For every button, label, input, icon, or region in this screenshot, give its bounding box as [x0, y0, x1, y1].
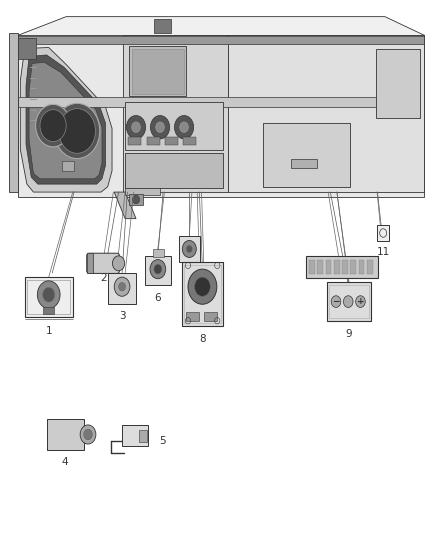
Bar — [179, 236, 200, 262]
Bar — [377, 225, 389, 241]
Text: 3: 3 — [119, 311, 125, 321]
Circle shape — [331, 296, 341, 308]
Bar — [204, 312, 217, 321]
Text: 1: 1 — [46, 326, 52, 335]
Bar — [342, 260, 348, 274]
Bar — [309, 260, 314, 274]
Bar — [183, 138, 196, 146]
Bar — [87, 253, 93, 273]
Bar — [329, 285, 369, 318]
Bar — [147, 138, 159, 146]
Text: 4: 4 — [62, 457, 68, 467]
Bar — [165, 138, 178, 146]
Bar — [263, 123, 350, 187]
Bar — [334, 260, 339, 274]
Circle shape — [180, 122, 188, 133]
Bar — [62, 161, 74, 171]
Bar — [367, 260, 373, 274]
Text: 10: 10 — [336, 285, 349, 295]
Bar — [130, 193, 143, 205]
Circle shape — [188, 269, 217, 304]
Circle shape — [154, 264, 162, 274]
Polygon shape — [26, 55, 106, 184]
Bar — [152, 249, 163, 257]
Bar — [125, 181, 160, 195]
Bar — [108, 273, 136, 304]
Bar — [132, 49, 184, 94]
Bar — [317, 260, 323, 274]
Bar — [139, 430, 147, 442]
Text: 7: 7 — [186, 269, 193, 279]
Text: 11: 11 — [377, 247, 390, 257]
Circle shape — [84, 429, 92, 440]
Text: 8: 8 — [199, 334, 206, 344]
Bar — [182, 262, 223, 326]
Bar — [184, 265, 221, 324]
Text: +: + — [357, 297, 364, 306]
Circle shape — [42, 287, 55, 302]
Bar — [46, 419, 84, 450]
Text: 2: 2 — [100, 273, 106, 284]
Bar — [186, 312, 199, 321]
Bar — [291, 159, 317, 168]
Bar — [18, 38, 35, 59]
Bar — [27, 280, 70, 314]
Bar — [128, 138, 141, 146]
Circle shape — [59, 109, 95, 154]
Circle shape — [37, 281, 60, 309]
Bar — [153, 19, 171, 33]
Bar — [325, 260, 331, 274]
Circle shape — [54, 103, 100, 159]
Polygon shape — [20, 47, 112, 192]
Circle shape — [150, 260, 166, 279]
Bar — [306, 256, 378, 278]
Polygon shape — [29, 62, 102, 179]
Circle shape — [132, 122, 141, 133]
Circle shape — [174, 116, 194, 139]
Bar — [145, 256, 171, 285]
Circle shape — [133, 195, 140, 204]
Circle shape — [35, 104, 71, 147]
Polygon shape — [18, 17, 424, 70]
Circle shape — [186, 245, 192, 253]
Bar — [18, 98, 389, 107]
Bar — [327, 282, 371, 321]
FancyBboxPatch shape — [87, 253, 120, 273]
Circle shape — [40, 110, 66, 142]
Bar — [125, 102, 223, 150]
Polygon shape — [18, 35, 424, 197]
Circle shape — [114, 277, 130, 296]
Bar — [130, 46, 186, 96]
Polygon shape — [123, 35, 228, 192]
Circle shape — [127, 116, 146, 139]
Circle shape — [155, 122, 164, 133]
Circle shape — [80, 425, 96, 444]
Bar — [350, 260, 356, 274]
Text: 6: 6 — [155, 293, 161, 303]
Circle shape — [113, 256, 125, 271]
Text: 5: 5 — [159, 436, 166, 446]
Bar — [376, 49, 420, 118]
Circle shape — [119, 282, 126, 291]
Circle shape — [194, 277, 210, 296]
Bar — [25, 277, 73, 317]
Circle shape — [343, 296, 353, 308]
Bar — [18, 36, 424, 44]
Circle shape — [356, 296, 365, 308]
Bar — [359, 260, 364, 274]
Circle shape — [182, 240, 196, 257]
Bar — [43, 308, 54, 314]
Text: 9: 9 — [346, 329, 353, 338]
Polygon shape — [228, 35, 424, 192]
Bar — [122, 425, 148, 446]
Polygon shape — [114, 192, 136, 219]
Circle shape — [150, 116, 170, 139]
Polygon shape — [10, 33, 18, 192]
Text: −: − — [332, 297, 340, 306]
Bar — [125, 154, 223, 188]
